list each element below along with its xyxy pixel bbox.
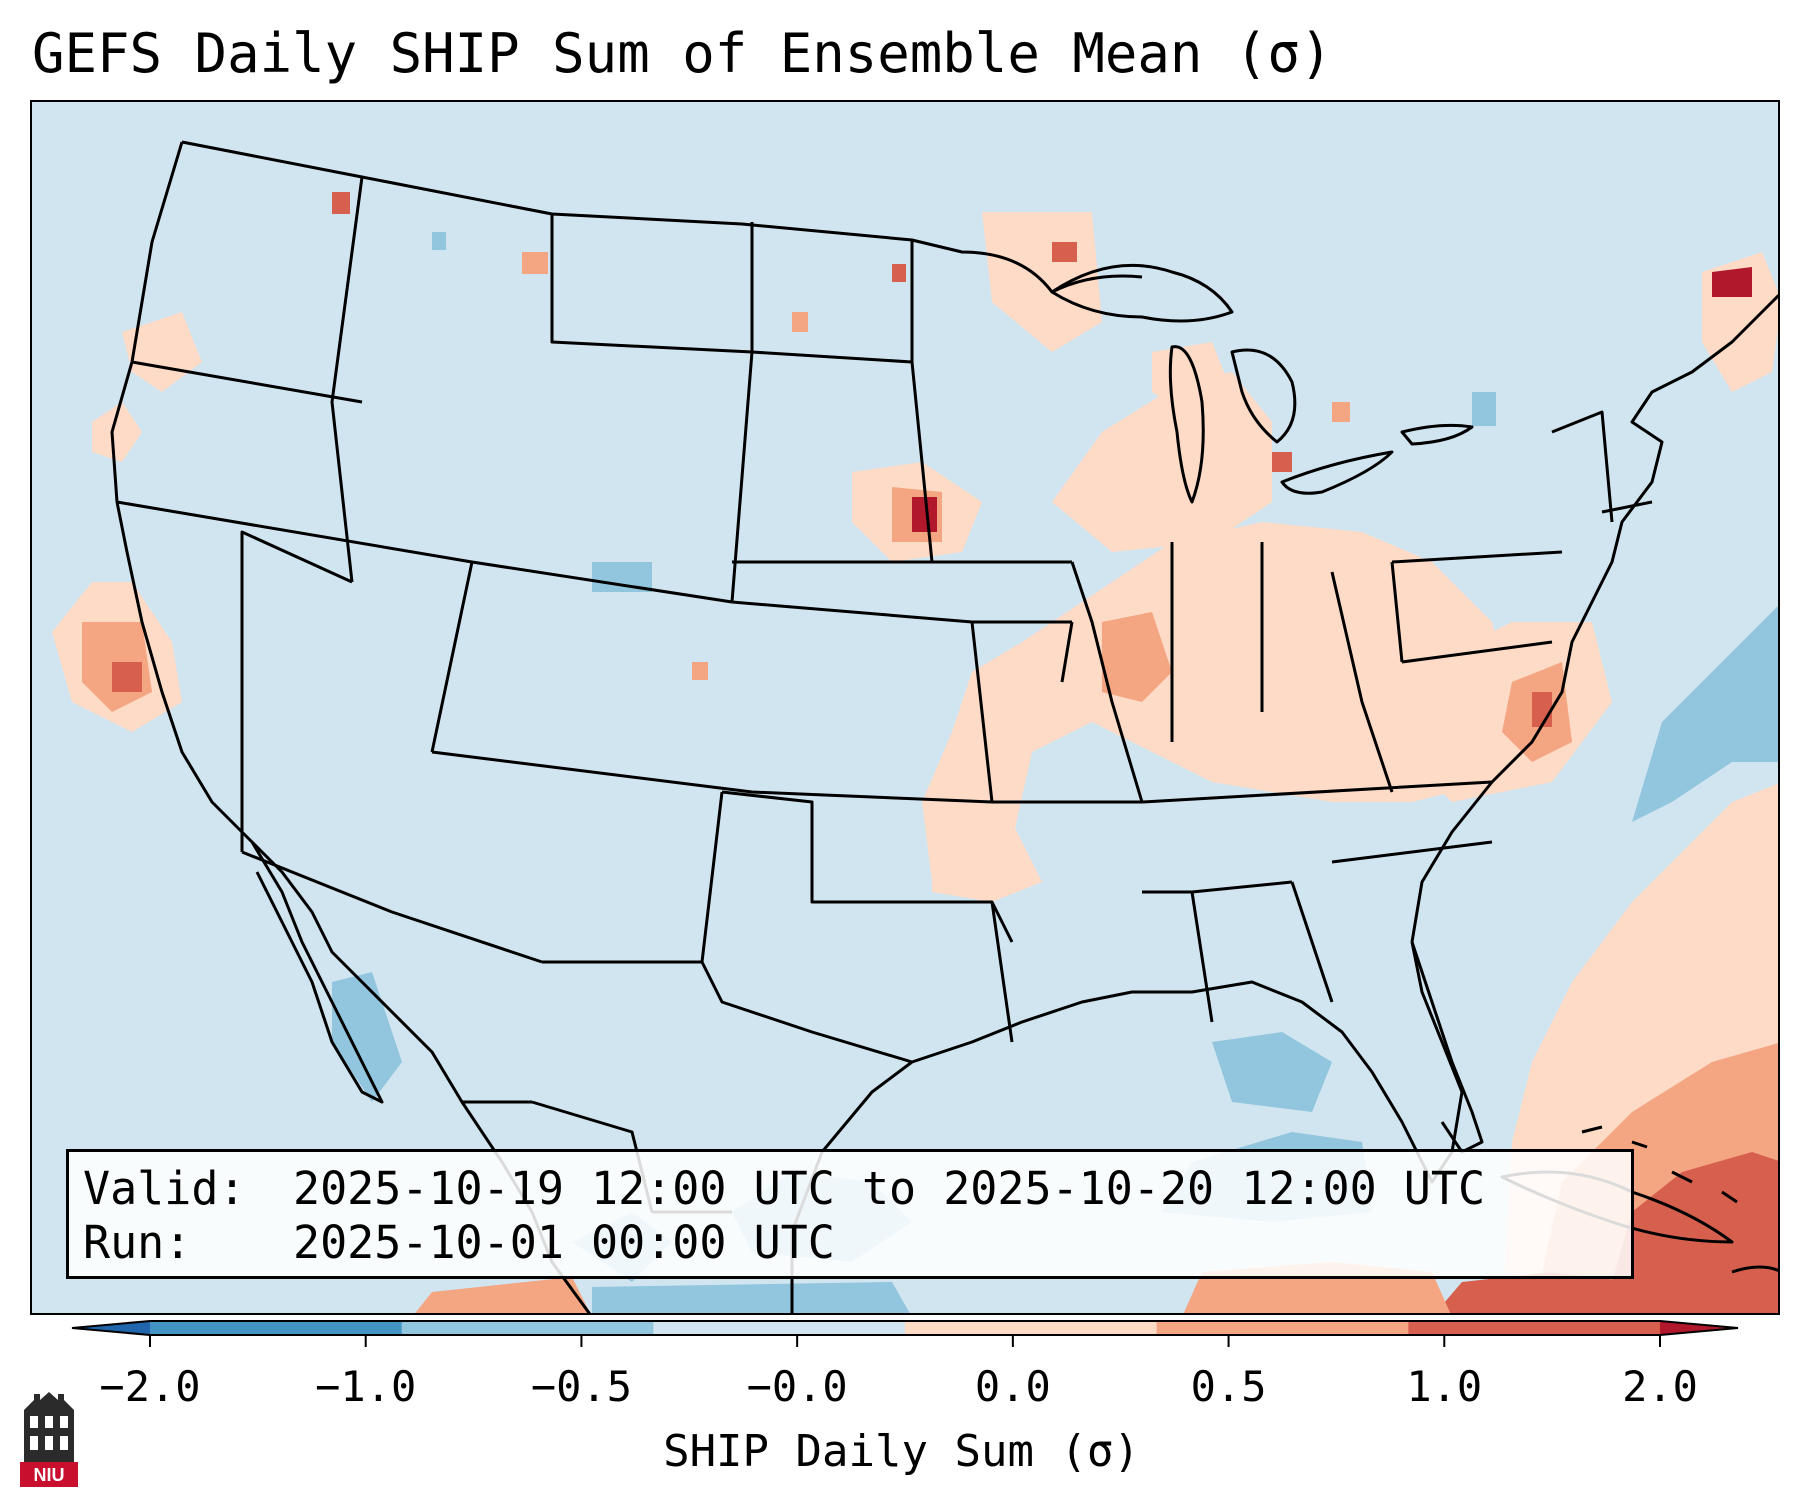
anomaly-patch-illinois-medium [1102,612,1172,702]
anomaly-cell [692,662,708,680]
lake-erie [1280,450,1394,495]
lake-superior [1050,263,1234,323]
anomaly-patch-greatlakes-warm [1052,372,1272,552]
anomaly-patch-caribbean-strong [1435,1272,1632,1313]
anomaly-patch-midwest-warm [922,522,1512,882]
logo-text: NIU [34,1465,65,1485]
anomaly-cell [522,252,548,274]
colorbar-tick-label: −2.0 [99,1362,201,1411]
colorbar-tick-label: −1.0 [315,1362,417,1411]
lake-michigan [1168,345,1205,504]
bahamas [1581,1125,1738,1204]
state-borders [116,176,1653,1064]
coastline-atlantic [1410,293,1778,943]
colorbar-label: SHIP Daily Sum (σ) [663,1426,1140,1477]
hispaniola [1731,1265,1778,1274]
coastline-pacific [110,141,591,1313]
anomaly-patch-oklahoma-warm [932,822,1042,902]
anomaly-patch-canada-north-strong [1052,242,1077,262]
run-value: 2025-10-01 00:00 UTC [293,1216,835,1269]
anomaly-cell [1332,402,1350,422]
anomaly-patch-quebec-strong [1712,267,1752,297]
colorbar-tick-label: 0.0 [974,1362,1051,1411]
colorbar-tick-label: 2.0 [1622,1362,1698,1411]
info-box: Valid: 2025-10-19 12:00 UTC to 2025-10-20… [66,1149,1634,1279]
border-us-canada-west [181,140,1143,294]
colorbar-segment [1156,1321,1409,1335]
anomaly-cell [432,232,446,250]
anomaly-patch-dakota-strong [912,497,937,532]
anomaly-patch-atlantic-cool [1632,606,1778,822]
coastline-gulf [790,941,1464,1313]
colorbar-tick-label: 1.0 [1406,1362,1483,1411]
anomaly-patch-gulf-cool-2 [1212,1032,1332,1112]
colorbar-segment [905,1321,1158,1335]
lake-ontario [1400,423,1474,446]
colorbar-segment [653,1321,906,1335]
page-title: GEFS Daily SHIP Sum of Ensemble Mean (σ) [32,22,1333,85]
anomaly-patch-california-strong [112,662,142,692]
run-label: Run: [83,1216,192,1269]
lake-huron [1230,348,1297,444]
anomaly-patch-south-cool [592,1282,910,1313]
map-svg [52,140,1778,1313]
colorbar-tick-label: −0.5 [530,1362,632,1411]
colorbar-tick-label: −0.0 [746,1362,848,1411]
colorbar-extend-low [72,1321,150,1335]
colorbar-tick-label: 0.5 [1190,1362,1267,1411]
valid-label: Valid: [83,1162,246,1215]
colorbar [71,1320,1739,1347]
niu-logo: NIU [20,1392,78,1487]
anomaly-patch-midatlantic-strong [1532,692,1552,727]
colorbar-segment [150,1321,403,1335]
coastline-baja [250,841,384,1104]
colorbar-extend-high [1660,1321,1738,1335]
valid-value: 2025-10-19 12:00 UTC to 2025-10-20 12:00… [293,1162,1486,1215]
coastline-florida [1410,941,1484,1154]
anomaly-cell [1472,392,1496,426]
map-panel [30,100,1780,1315]
anomaly-patch-baja-cool [332,972,402,1102]
anomaly-cell [1272,452,1292,472]
colorbar-segment [401,1321,654,1335]
anomaly-cell [332,192,350,214]
anomaly-cell [792,312,808,332]
anomaly-cell [892,264,906,282]
anomaly-patch-southern-medium [415,1277,590,1313]
anomaly-patch-pacnw-warm [92,402,142,462]
colorbar-segment [1408,1321,1661,1335]
